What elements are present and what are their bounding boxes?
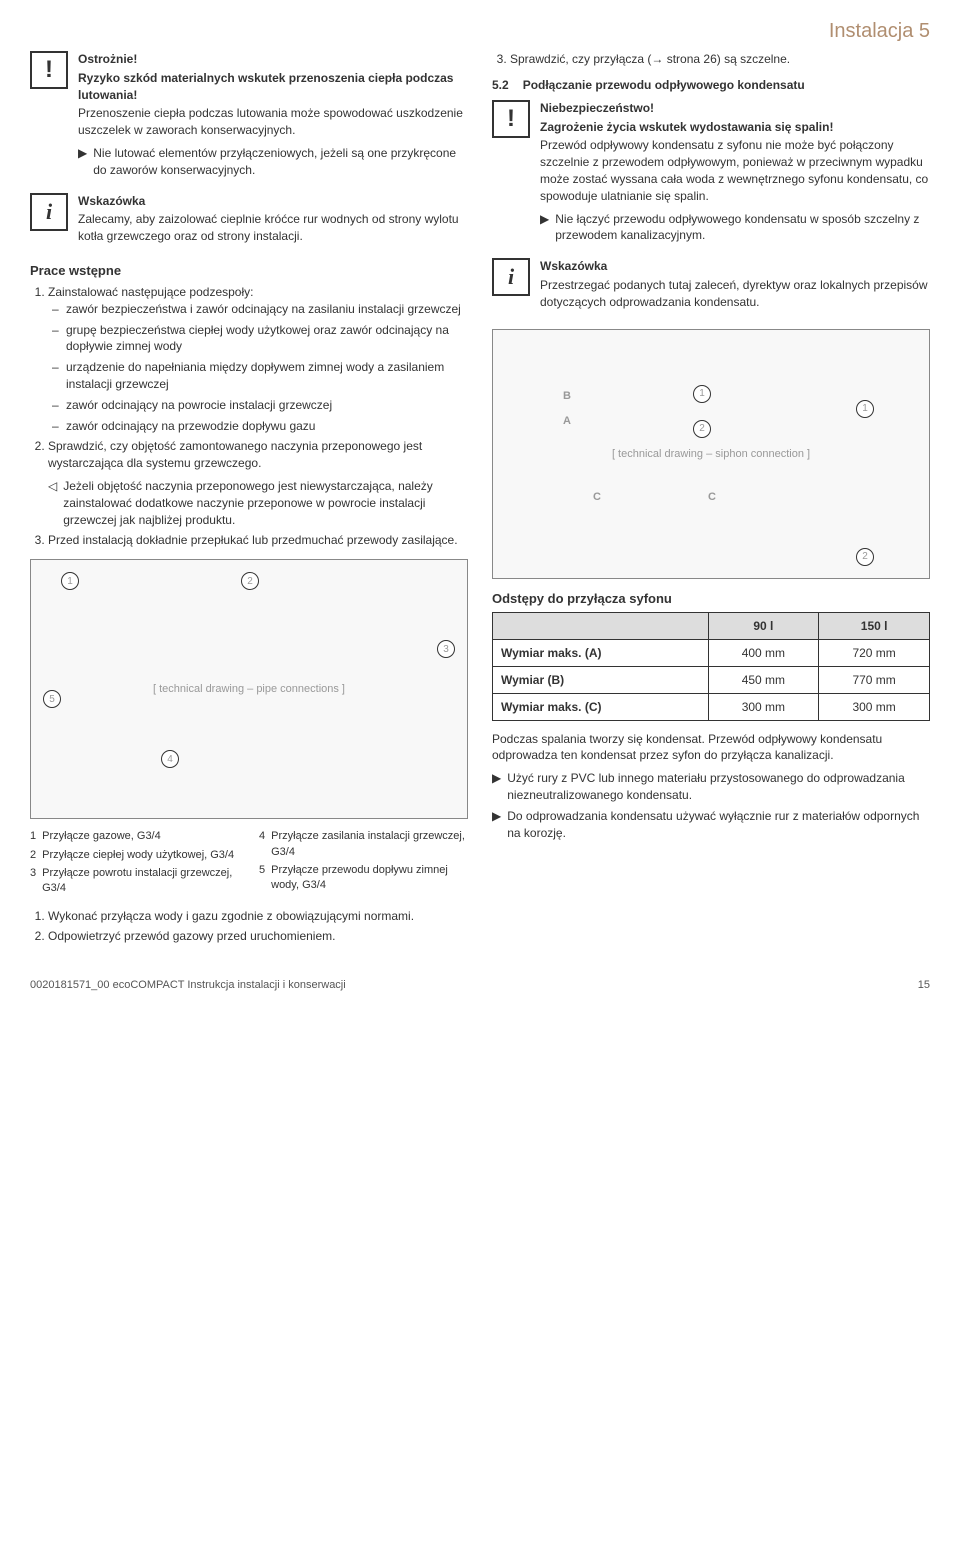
left-column: ! Ostrożnie! Ryzyko szkód materialnych w… — [30, 51, 468, 949]
prep-sub: grupę bezpieczeństwa ciepłej wody użytko… — [66, 322, 468, 356]
page-footer: 0020181571_00 ecoCOMPACT Instrukcja inst… — [30, 979, 930, 991]
fig-label: 4 — [161, 750, 179, 768]
prep-cond: Jeżeli objętość naczynia przeponowego je… — [63, 478, 468, 528]
danger-body: Przewód odpływowy kondensatu z syfonu ni… — [540, 137, 930, 204]
caution-bullet: Nie lutować elementów przyłączeniowych, … — [93, 145, 468, 179]
footer-page: 15 — [918, 979, 930, 991]
right-column: Sprawdzić, czy przyłącza (→ strona 26) s… — [492, 51, 930, 949]
heading-title: Podłączanie przewodu odpływowego kondens… — [523, 78, 805, 92]
danger-bullet: Nie łączyć przewodu odpływowego kondensa… — [555, 211, 930, 245]
triangle-icon: ▶ — [540, 211, 549, 245]
table-col: 90 l — [708, 612, 819, 639]
triangle-icon: ▶ — [492, 808, 501, 842]
step-text: Wykonać przyłącza wody i gazu zgodnie z … — [48, 908, 468, 925]
legend-text: Przyłącze przewodu dopływu zimnej wody, … — [271, 863, 468, 894]
fig-label: 2 — [856, 548, 874, 566]
caution-box: ! Ostrożnie! Ryzyko szkód materialnych w… — [30, 51, 468, 179]
fig-label: 5 — [43, 690, 61, 708]
table-title: Odstępy do przyłącza syfonu — [492, 591, 930, 606]
caution-title: Ostrożnie! — [78, 51, 468, 68]
step-text: Odpowietrzyć przewód gazowy przed urucho… — [48, 928, 468, 945]
legend-text: Przyłącze zasilania instalacji grzewczej… — [271, 829, 468, 860]
tip2-title: Wskazówka — [540, 258, 930, 275]
condition-icon: ◁ — [48, 478, 57, 528]
fig-letter: B — [563, 390, 571, 402]
table-cell: 720 mm — [819, 639, 930, 666]
figure-connections: [ technical drawing – pipe connections ]… — [30, 559, 468, 819]
bullet-text: Do odprowadzania kondensatu używać wyłąc… — [507, 808, 930, 842]
table-row-label: Wymiar (B) — [493, 666, 709, 693]
caution-subtitle: Ryzyko szkód materialnych wskutek przeno… — [78, 70, 468, 104]
prep-item2: Sprawdzić, czy objętość zamontowanego na… — [48, 439, 422, 470]
tip2-body: Przestrzegać podanych tutaj zaleceń, dyr… — [540, 277, 930, 311]
prep-heading: Prace wstępne — [30, 263, 468, 278]
danger-subtitle: Zagrożenie życia wskutek wydostawania si… — [540, 119, 930, 136]
prep-sub: zawór odcinający na powrocie instalacji … — [66, 397, 468, 414]
table-row-label: Wymiar maks. (A) — [493, 639, 709, 666]
fig-label: 1 — [693, 385, 711, 403]
triangle-icon: ▶ — [492, 770, 501, 804]
table-cell: 770 mm — [819, 666, 930, 693]
figure-placeholder: [ technical drawing – pipe connections ] — [153, 683, 345, 695]
table-cell: 300 mm — [819, 693, 930, 720]
prep-item1: Zainstalować następujące podzespoły: — [48, 285, 253, 299]
triangle-icon: ▶ — [78, 145, 87, 179]
fig-letter: C — [708, 491, 716, 503]
table-cell: 450 mm — [708, 666, 819, 693]
table-cell: 300 mm — [708, 693, 819, 720]
table-col: 150 l — [819, 612, 930, 639]
fig-letter: C — [593, 491, 601, 503]
caution-body: Przenoszenie ciepła podczas lutowania mo… — [78, 105, 468, 139]
fig-label: 1 — [61, 572, 79, 590]
tip-box-2: i Wskazówka Przestrzegać podanych tutaj … — [492, 258, 930, 314]
danger-title: Niebezpieczeństwo! — [540, 100, 930, 117]
table-row-label: Wymiar maks. (C) — [493, 693, 709, 720]
bullet-text: Użyć rury z PVC lub innego materiału prz… — [507, 770, 930, 804]
fig-label: 3 — [437, 640, 455, 658]
legend-text: Przyłącze powrotu instalacji grzewczej, … — [42, 866, 239, 897]
tip-box: i Wskazówka Zalecamy, aby zaizolować cie… — [30, 193, 468, 249]
legend-text: Przyłącze ciepłej wody użytkowej, G3/4 — [42, 848, 234, 863]
prep-item3: Przed instalacją dokładnie przepłukać lu… — [48, 532, 468, 549]
fig-label: 2 — [241, 572, 259, 590]
fig-label: 1 — [856, 400, 874, 418]
warning-icon: ! — [30, 51, 68, 89]
condensate-paragraph: Podczas spalania tworzy się kondensat. P… — [492, 731, 930, 765]
figure-placeholder: [ technical drawing – siphon connection … — [612, 448, 810, 460]
dimensions-table: 90 l 150 l Wymiar maks. (A) 400 mm 720 m… — [492, 612, 930, 721]
legend-text: Przyłącze gazowe, G3/4 — [42, 829, 161, 844]
fig-letter: A — [563, 415, 571, 427]
table-cell: 400 mm — [708, 639, 819, 666]
footer-doc: 0020181571_00 ecoCOMPACT Instrukcja inst… — [30, 979, 346, 991]
tip-body: Zalecamy, aby zaizolować cieplnie króćce… — [78, 211, 468, 245]
tip-title: Wskazówka — [78, 193, 468, 210]
prep-sub: urządzenie do napełniania między dopływe… — [66, 359, 468, 393]
section-header: Instalacja 5 — [30, 20, 930, 43]
info-icon: i — [492, 258, 530, 296]
step3: Sprawdzić, czy przyłącza (→ strona 26) s… — [510, 51, 930, 68]
heading-num: 5.2 — [492, 78, 509, 92]
figure-siphon: [ technical drawing – siphon connection … — [492, 329, 930, 579]
danger-box: ! Niebezpieczeństwo! Zagrożenie życia ws… — [492, 100, 930, 244]
prep-sub: zawór odcinający na przewodzie dopływu g… — [66, 418, 468, 435]
info-icon: i — [30, 193, 68, 231]
figure-legend: 1Przyłącze gazowe, G3/4 2Przyłącze ciepł… — [30, 829, 468, 900]
warning-icon: ! — [492, 100, 530, 138]
fig-label: 2 — [693, 420, 711, 438]
prep-sub: zawór bezpieczeństwa i zawór odcinający … — [66, 301, 468, 318]
